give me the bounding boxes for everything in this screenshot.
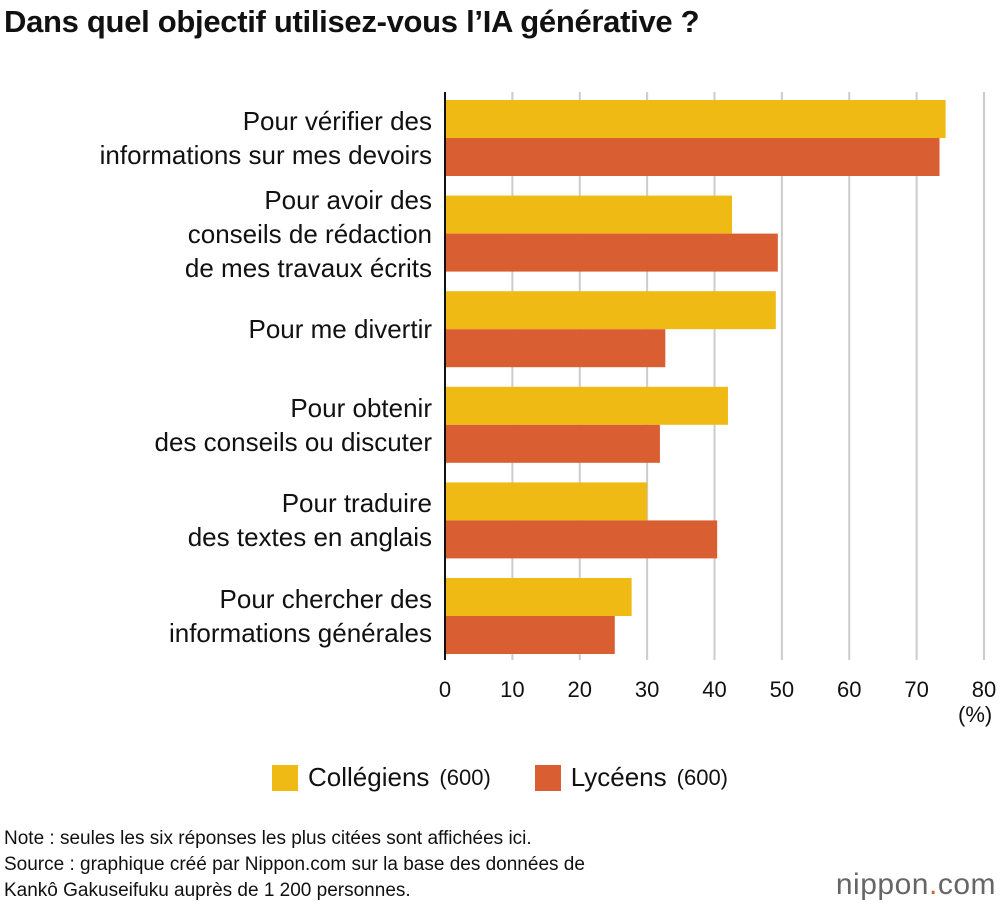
x-tick-label: 40 xyxy=(702,677,726,702)
x-tick-label: 80 xyxy=(972,677,996,702)
legend-count: (600) xyxy=(676,764,728,790)
bar-lyceens xyxy=(445,520,718,559)
legend-count: (600) xyxy=(439,764,491,790)
category-label: Pour me divertir xyxy=(248,314,433,345)
legend-swatch xyxy=(534,764,561,791)
bar-collegiens xyxy=(445,100,946,138)
x-tick-label: 50 xyxy=(770,677,794,702)
x-tick-label: 0 xyxy=(439,677,451,702)
category-label: Pour avoir des conseils de rédaction de … xyxy=(184,184,432,283)
x-tick-label: 60 xyxy=(837,677,861,702)
bar-collegiens xyxy=(445,195,733,234)
legend-item-lyceens: Lycéens (600) xyxy=(534,762,728,793)
chart-title: Dans quel objectif utilisez-vous l’IA gé… xyxy=(4,4,700,39)
notes: Note : seules les six réponses les plus … xyxy=(4,826,585,904)
legend-swatch xyxy=(272,764,298,791)
x-tick-label: 30 xyxy=(635,677,659,702)
nippon-logo: nippon.com xyxy=(835,868,996,901)
source-line: Kankô Gakuseifuku auprès de 1 200 person… xyxy=(4,880,411,901)
bar-lyceens xyxy=(445,138,940,176)
x-tick-label: 70 xyxy=(904,677,928,702)
legend-label: Lycéens xyxy=(570,762,667,792)
note-line: Note : seules les six réponses les plus … xyxy=(4,828,532,849)
category-label: Pour obtenir des conseils ou discuter xyxy=(154,392,432,457)
legend-item-collegiens: Collégiens (600) xyxy=(272,762,491,793)
legend: Collégiens (600) Lycéens (600) xyxy=(0,762,1000,793)
legend-label: Collégiens xyxy=(308,762,430,792)
bar-lyceens xyxy=(445,616,615,654)
bar-collegiens xyxy=(445,482,648,521)
category-label: Pour vérifier des informations sur mes d… xyxy=(99,106,432,170)
category-label: Pour chercher des informations générales xyxy=(168,584,432,648)
bar-lyceens xyxy=(445,424,660,463)
bar-lyceens xyxy=(445,329,666,368)
x-tick-label: 10 xyxy=(500,677,524,702)
source-line: Source : graphique créé par Nippon.com s… xyxy=(4,854,585,875)
plot-area: 0 10 20 30 40 50 60 70 80 xyxy=(439,92,996,702)
x-tick-label: 20 xyxy=(568,677,592,702)
bar-collegiens xyxy=(445,578,632,616)
x-axis-unit: (%) xyxy=(958,702,993,727)
bar-collegiens xyxy=(445,291,776,330)
bar-collegiens xyxy=(445,386,728,425)
bar-lyceens xyxy=(445,233,778,272)
category-label: Pour traduire des textes en anglais xyxy=(187,488,432,553)
